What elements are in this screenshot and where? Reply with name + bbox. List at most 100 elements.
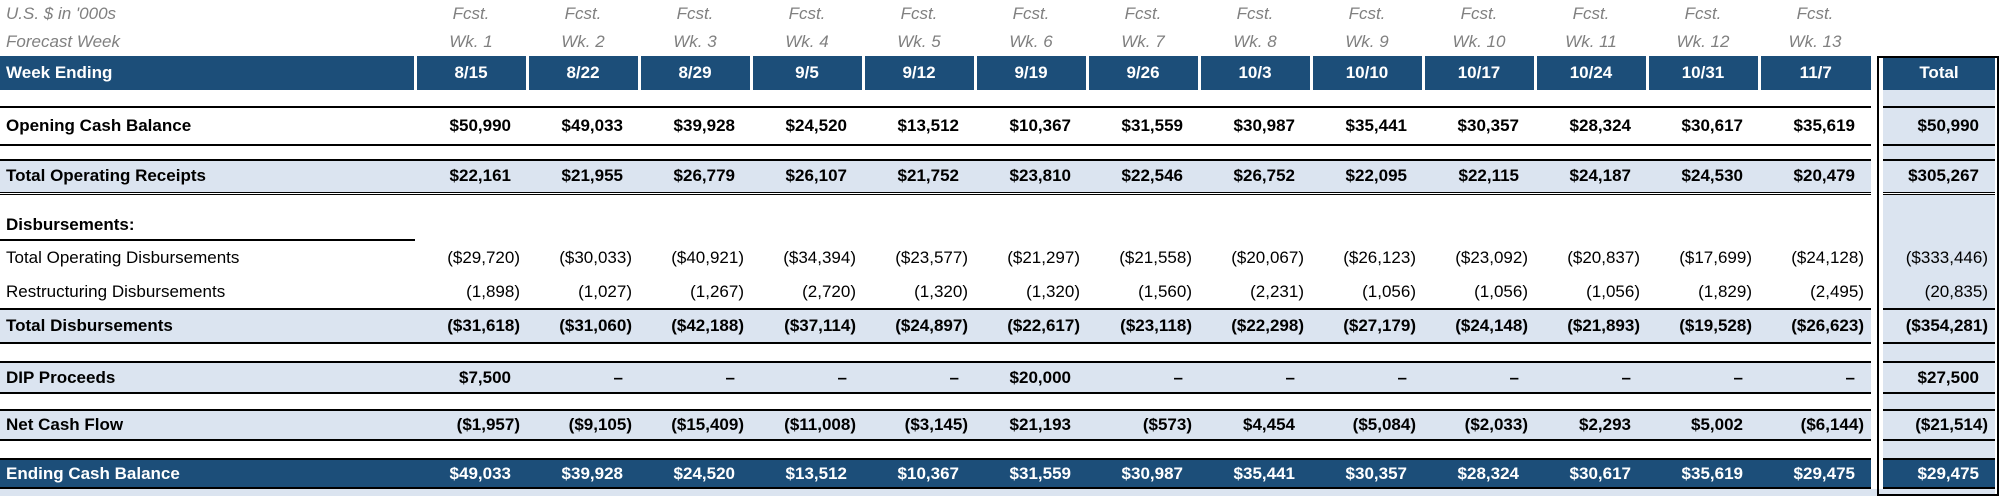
week-ending-date: 8/22 bbox=[525, 56, 639, 90]
value-cell: – bbox=[1647, 361, 1759, 394]
value-cell: $49,033 bbox=[527, 106, 639, 146]
strip-cell bbox=[0, 488, 1883, 496]
week-number-label: Wk. 11 bbox=[1565, 32, 1617, 51]
value-cell: $26,107 bbox=[751, 159, 863, 195]
gap-cell bbox=[1871, 160, 1883, 193]
row-label: Ending Cash Balance bbox=[0, 458, 415, 489]
value-cell: ($24,128) bbox=[1791, 247, 1864, 267]
total-cell: ($354,281) bbox=[1883, 308, 1995, 344]
bottom-strip-row bbox=[0, 488, 1995, 496]
value-cell: ($29,720) bbox=[447, 247, 520, 267]
week-number-label: Wk. 1 bbox=[449, 32, 493, 51]
value-cell: – bbox=[1759, 361, 1871, 394]
value-cell: $22,546 bbox=[1087, 159, 1199, 195]
value-cell: $4,454 bbox=[1199, 409, 1311, 441]
value-cell: ($31,060) bbox=[527, 308, 639, 344]
corner-cell bbox=[1883, 0, 1995, 28]
total-cell: ($21,514) bbox=[1883, 409, 1995, 441]
value-cell: ($31,618) bbox=[415, 308, 527, 344]
spacer-cell bbox=[0, 393, 1883, 410]
value-cell: $31,559 bbox=[975, 458, 1087, 489]
value-cell: $30,357 bbox=[1423, 106, 1535, 146]
fcst-label: Fcst. bbox=[1684, 4, 1722, 23]
value-cell: (1,898) bbox=[466, 281, 520, 301]
value-cell: $20,479 bbox=[1759, 159, 1871, 195]
value-cell: $26,752 bbox=[1199, 159, 1311, 195]
total-cell: ($333,446) bbox=[1883, 240, 1995, 275]
week-number-label: Wk. 12 bbox=[1676, 32, 1730, 51]
value-cell: – bbox=[527, 361, 639, 394]
value-cell: ($37,114) bbox=[751, 308, 863, 344]
gap-cell bbox=[1871, 28, 1883, 56]
value-cell: $2,293 bbox=[1535, 409, 1647, 441]
forecast-week-label: Forecast Week bbox=[6, 32, 121, 51]
total-spacer-cell bbox=[1883, 90, 1995, 107]
value-cell: ($6,144) bbox=[1759, 409, 1871, 441]
total-cell: (20,835) bbox=[1883, 275, 1995, 309]
total-spacer-cell bbox=[1883, 440, 1995, 459]
forecast-week-row: Forecast Week Wk. 1 Wk. 2 Wk. 3 Wk. 4 Wk. 5 Wk… bbox=[0, 28, 1995, 56]
row-total-disbursements: Total Disbursements ($31,618) ($31,060) ($4… bbox=[0, 308, 1995, 344]
week-ending-date: 8/29 bbox=[637, 56, 751, 90]
fcst-label: Fcst. bbox=[1572, 4, 1610, 23]
week-number-label: Wk. 8 bbox=[1233, 32, 1277, 51]
value-cell: ($21,558) bbox=[1119, 247, 1192, 267]
total-spacer-cell bbox=[1883, 210, 1995, 240]
value-cell: $35,441 bbox=[1199, 458, 1311, 489]
value-cell: $5,002 bbox=[1647, 409, 1759, 441]
value-cell: – bbox=[863, 361, 975, 394]
week-ending-date: 11/7 bbox=[1757, 56, 1871, 90]
gap-cell bbox=[1871, 56, 1883, 90]
week-ending-date: 10/17 bbox=[1421, 56, 1535, 90]
value-cell: ($30,033) bbox=[559, 247, 632, 267]
value-cell: $49,033 bbox=[415, 458, 527, 489]
week-ending-date: 9/26 bbox=[1085, 56, 1199, 90]
value-cell: ($22,298) bbox=[1199, 308, 1311, 344]
gap-cell bbox=[1871, 275, 1883, 309]
total-cell: $305,267 bbox=[1883, 159, 1995, 195]
week-number-label: Wk. 4 bbox=[785, 32, 829, 51]
row-label: Total Operating Disbursements bbox=[6, 248, 240, 267]
value-cell: ($23,577) bbox=[895, 247, 968, 267]
value-cell: $39,928 bbox=[527, 458, 639, 489]
row-label: DIP Proceeds bbox=[0, 361, 415, 394]
value-cell: $31,559 bbox=[1087, 106, 1199, 146]
value-cell: ($20,837) bbox=[1567, 247, 1640, 267]
value-cell: (2,231) bbox=[1250, 281, 1304, 301]
week-ending-date: 10/31 bbox=[1645, 56, 1759, 90]
fcst-label: Fcst. bbox=[1124, 4, 1162, 23]
total-spacer-cell bbox=[1883, 193, 1995, 210]
fcst-label: Fcst. bbox=[900, 4, 938, 23]
corner-cell bbox=[1883, 28, 1995, 56]
spacer-cell bbox=[0, 145, 1883, 160]
value-cell: – bbox=[1199, 361, 1311, 394]
value-cell: $30,617 bbox=[1535, 458, 1647, 489]
total-spacer-cell bbox=[1883, 393, 1995, 410]
value-cell: ($17,699) bbox=[1679, 247, 1752, 267]
week-ending-date: 10/24 bbox=[1533, 56, 1647, 90]
week-ending-date: 9/12 bbox=[861, 56, 975, 90]
section-label: Disbursements: bbox=[0, 210, 415, 241]
row-total-operating-disbursements: Total Operating Disbursements ($29,720) ($… bbox=[0, 240, 1995, 275]
value-cell: ($20,067) bbox=[1231, 247, 1304, 267]
value-cell: (1,560) bbox=[1138, 281, 1192, 301]
disbursements-section-row: Disbursements: bbox=[0, 210, 1995, 241]
value-cell: ($24,897) bbox=[863, 308, 975, 344]
value-cell: $24,520 bbox=[751, 106, 863, 146]
fcst-label: Fcst. bbox=[1796, 4, 1834, 23]
gap-cell bbox=[1871, 309, 1883, 343]
value-cell: $10,367 bbox=[863, 458, 975, 489]
value-cell: $21,193 bbox=[975, 409, 1087, 441]
units-label: U.S. $ in '000s bbox=[6, 4, 117, 23]
value-cell: – bbox=[1311, 361, 1423, 394]
gap-cell bbox=[1871, 459, 1883, 488]
fcst-label: Fcst. bbox=[564, 4, 602, 23]
value-cell: $24,530 bbox=[1647, 159, 1759, 195]
week-number-label: Wk. 7 bbox=[1121, 32, 1165, 51]
value-cell: $30,987 bbox=[1199, 106, 1311, 146]
value-cell: (2,720) bbox=[802, 281, 856, 301]
value-cell: ($42,188) bbox=[639, 308, 751, 344]
value-cell: – bbox=[639, 361, 751, 394]
value-cell: $30,617 bbox=[1647, 106, 1759, 146]
